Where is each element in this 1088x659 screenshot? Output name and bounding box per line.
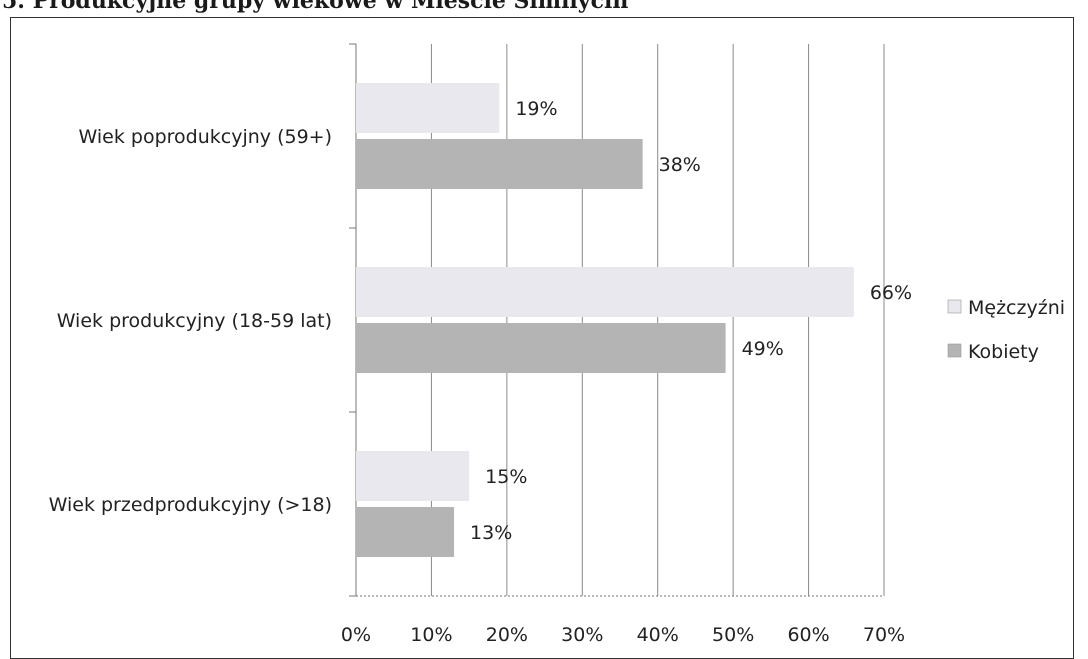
data-label: 66% [870, 282, 912, 304]
x-tick-label: 60% [787, 624, 829, 646]
x-tick-label: 30% [561, 624, 603, 646]
bar-mezczyzni [356, 83, 500, 133]
figure-title: 5. Produkcyjne grupy wiekowe w Miescie S… [2, 0, 629, 14]
x-tick-label: 0% [341, 624, 371, 646]
bar-kobiety [356, 139, 643, 189]
data-label: 13% [470, 522, 512, 544]
x-tick-label: 70% [863, 624, 905, 646]
x-tick-label: 10% [410, 624, 452, 646]
x-tick-label: 20% [486, 624, 528, 646]
legend-swatch [947, 343, 962, 358]
x-tick-label: 40% [637, 624, 679, 646]
bar-mezczyzni [356, 267, 854, 317]
category-label: Wiek przedprodukcyjny (>18) [49, 494, 332, 516]
legend-swatch [947, 299, 962, 314]
bar-kobiety [356, 507, 455, 557]
data-label: 49% [742, 338, 784, 360]
data-label: 15% [485, 466, 527, 488]
category-label: Wiek poprodukcyjny (59+) [79, 126, 332, 148]
x-tick-label: 50% [712, 624, 754, 646]
data-label: 38% [659, 154, 701, 176]
category-label: Wiek produkcyjny (18-59 lat) [57, 310, 332, 332]
bar-kobiety [356, 323, 726, 373]
legend-label: Mężczyźni [968, 297, 1065, 319]
bar-mezczyzni [356, 451, 470, 501]
data-label: 19% [515, 98, 557, 120]
legend-label: Kobiety [968, 341, 1039, 363]
